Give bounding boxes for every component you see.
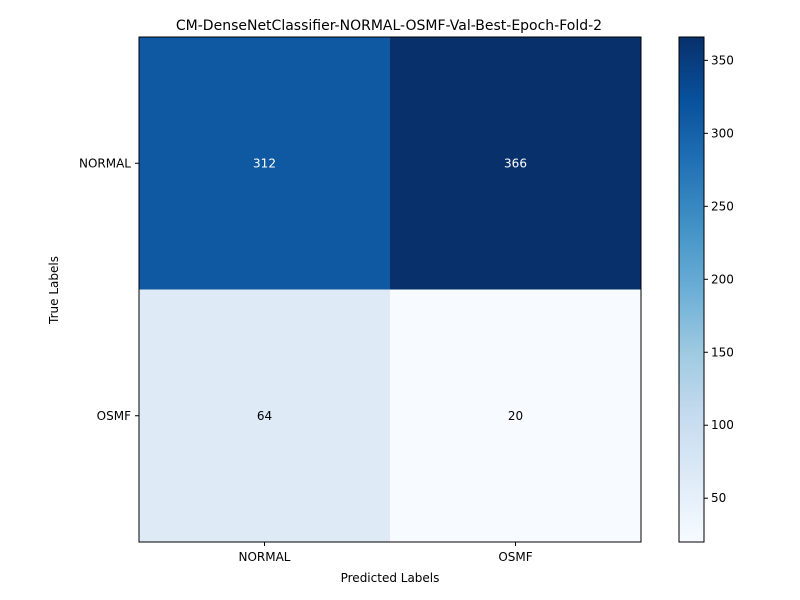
y-axis-label: True Labels <box>47 256 61 325</box>
colorbar-tick-label-6: 350 <box>711 53 734 67</box>
matrix-cell-value-r1-c0: 64 <box>257 409 272 423</box>
matrix-cell-r1-c1 <box>390 289 642 543</box>
matrix-cells <box>139 37 642 543</box>
matrix-cell-value-r1-c1: 20 <box>508 409 523 423</box>
matrix-cell-value-r0-c0: 312 <box>253 156 276 170</box>
chart-title: CM-DenseNetClassifier-NORMAL-OSMF-Val-Be… <box>176 18 602 34</box>
matrix-cell-r0-c0 <box>139 37 391 290</box>
x-tick-label-1: OSMF <box>498 550 532 564</box>
x-tick-label-0: NORMAL <box>238 550 290 564</box>
colorbar-tick-label-5: 300 <box>711 126 734 140</box>
colorbar-tick-label-3: 200 <box>711 272 734 286</box>
colorbar-tick-label-4: 250 <box>711 199 734 213</box>
y-tick-label-1: OSMF <box>97 409 131 423</box>
colorbar-tick-label-1: 100 <box>711 418 734 432</box>
colorbar-ticks: 50 100 150 200 250 300 350 <box>704 53 734 505</box>
x-axis-ticks: NORMAL OSMF <box>238 542 533 564</box>
matrix-cell-r1-c0 <box>139 289 391 543</box>
y-tick-label-0: NORMAL <box>79 156 131 170</box>
x-axis-label: Predicted Labels <box>341 571 440 585</box>
colorbar <box>678 36 705 543</box>
matrix-cell-r0-c1 <box>390 37 642 290</box>
matrix-cell-value-r0-c1: 366 <box>504 156 527 170</box>
colorbar-tick-label-0: 50 <box>711 491 726 505</box>
colorbar-tick-label-2: 150 <box>711 345 734 359</box>
plot-frame <box>138 36 642 543</box>
y-axis-ticks: NORMAL OSMF <box>79 156 139 423</box>
matrix-cell-values: 312 366 64 20 <box>253 156 527 423</box>
